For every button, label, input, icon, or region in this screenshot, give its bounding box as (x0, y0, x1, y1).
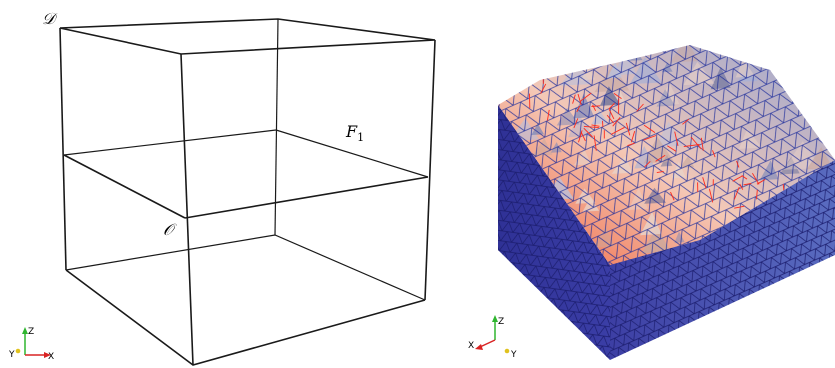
highlight-edge (627, 142, 635, 147)
highlight-edge (608, 102, 615, 110)
highlight-edge (667, 145, 677, 152)
meshed-block-panel: Z X Y (440, 0, 835, 368)
highlight-edge (674, 131, 679, 147)
highlight-edge (539, 51, 546, 65)
highlight-edge (756, 179, 766, 185)
face-label: F1 (345, 122, 364, 144)
highlight-edge (577, 93, 582, 106)
highlight-edge (708, 188, 714, 203)
cube-edge-left (59, 27, 67, 271)
meshed-block-svg: Z X Y (468, 45, 835, 360)
face-label-subscript: 1 (357, 131, 364, 144)
highlight-edge (591, 124, 600, 127)
highlight-edge (583, 125, 599, 129)
axis-y-label-right: Y (510, 350, 517, 360)
axis-x-label: X (48, 352, 54, 362)
axes-triad-left: Z Y X (8, 327, 54, 362)
highlight-edge (636, 103, 644, 112)
highlight-edge (756, 189, 758, 200)
highlight-edge (643, 135, 657, 141)
highlight-edge (630, 130, 636, 143)
highlight-edge (593, 135, 597, 151)
highlight-edge (752, 172, 760, 185)
highlight-edge (578, 130, 583, 143)
highlight-edge (610, 126, 625, 135)
plane-f1-left-front (63, 154, 186, 219)
highlight-edge (543, 64, 548, 71)
axis-x-label-right: X (468, 341, 474, 351)
block-left-side (498, 105, 610, 360)
highlight-edge (702, 177, 707, 189)
plane-f1-right-back (275, 129, 429, 178)
surface-facet (545, 45, 583, 61)
highlight-edge (743, 183, 752, 186)
highlight-edge (606, 114, 614, 124)
highlight-edge (670, 191, 675, 201)
cube-edge-front (180, 53, 194, 366)
highlight-edge (512, 62, 521, 77)
cube-edge-back (274, 18, 279, 236)
surface-facet (796, 45, 812, 60)
domain-label: 𝒟 (42, 9, 58, 28)
cube-edge-right (424, 39, 436, 301)
highlight-edge (625, 122, 631, 136)
highlight-edge (644, 160, 651, 168)
highlight-edge (572, 94, 576, 104)
block-front-side (610, 160, 835, 360)
highlight-edge (579, 92, 592, 103)
cube-bottom-front-edges (65, 269, 426, 366)
highlight-edges (498, 51, 785, 255)
highlight-edge (608, 109, 615, 120)
highlight-edge (732, 175, 744, 182)
highlight-edge (544, 54, 558, 63)
highlight-edge (591, 105, 601, 107)
highlight-edge (700, 137, 704, 151)
highlight-edge (683, 144, 700, 148)
highlight-edge (690, 136, 702, 150)
highlight-edge (592, 104, 597, 112)
axis-z-label-right: Z (498, 317, 504, 327)
surface-facet (557, 50, 569, 62)
wireframe-cube-panel: 𝒟 𝒪 F1 Z Y X (8, 9, 436, 366)
highlight-edge (736, 160, 740, 168)
highlight-edge (546, 109, 550, 121)
highlight-edge (540, 83, 547, 94)
highlight-edge (532, 65, 544, 69)
axis-y-label: Y (8, 350, 15, 360)
highlight-edge (739, 183, 744, 190)
highlight-edge (498, 76, 510, 79)
highlight-edge (573, 118, 579, 129)
highlight-edge (733, 186, 740, 200)
highlight-edge (656, 170, 664, 174)
highlight-edge (655, 154, 666, 162)
highlight-edge (712, 150, 716, 158)
highlight-edge (682, 118, 690, 125)
highlight-edge (643, 124, 656, 133)
highlight-edge (613, 93, 622, 99)
highlight-edge (580, 131, 586, 142)
face-label-main: F (345, 122, 358, 141)
highlight-edge (612, 117, 621, 127)
axis-z-label: Z (28, 327, 34, 337)
wireframe-cube-svg: 𝒟 𝒪 F1 Z Y X (8, 9, 436, 366)
highlight-edge (542, 72, 544, 84)
origin-label: 𝒪 (163, 220, 177, 239)
highlight-edge (544, 53, 555, 57)
axes-triad-right: Z X Y (468, 315, 517, 360)
highlight-edge (583, 127, 593, 138)
plane-f1-right-front (184, 176, 429, 219)
cube-top-face (59, 18, 436, 55)
highlight-edge (576, 105, 581, 113)
surface-facet (532, 57, 551, 74)
cube-bottom-back-edges (65, 234, 426, 301)
highlight-edge (734, 205, 745, 209)
plane-f1-left-back (63, 129, 277, 156)
